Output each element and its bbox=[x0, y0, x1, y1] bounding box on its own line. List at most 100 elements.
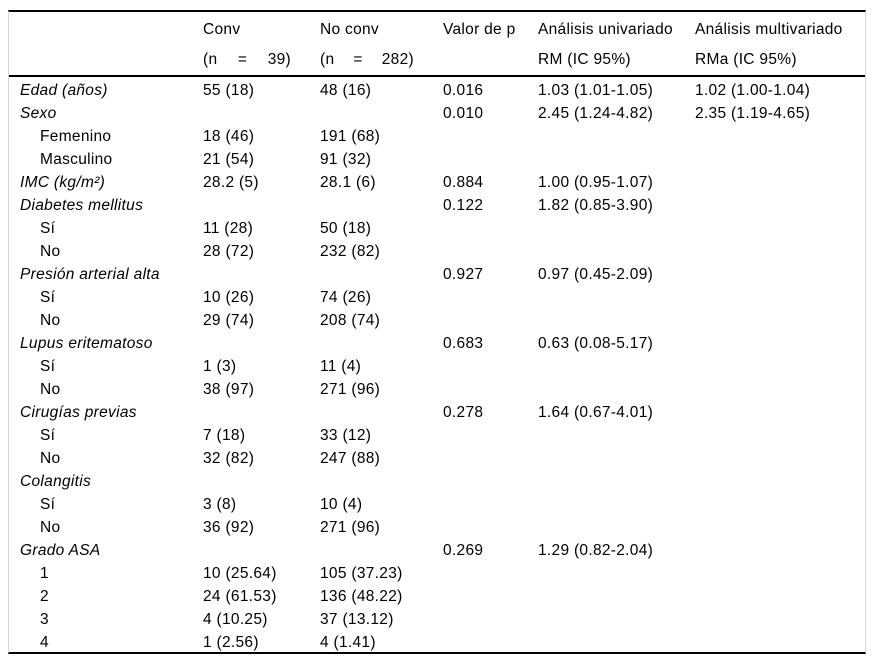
cell-noconv: 48 (16) bbox=[320, 82, 372, 99]
cell-label: No bbox=[40, 381, 61, 398]
table-row: No 38 (97) 271 (96) bbox=[9, 378, 865, 401]
cell-label: Masculino bbox=[40, 151, 113, 168]
table-row: 4 1 (2.56) 4 (1.41) bbox=[9, 631, 865, 654]
cell-rm: 1.64 (0.67-4.01) bbox=[538, 404, 654, 421]
cell-label: Presión arterial alta bbox=[20, 266, 160, 283]
cell-pvalue: 0.010 bbox=[443, 105, 484, 122]
cell-conv: 10 (26) bbox=[203, 289, 255, 306]
cell-rm: 1.82 (0.85-3.90) bbox=[538, 197, 654, 214]
cell-noconv: 105 (37.23) bbox=[320, 565, 403, 582]
cell-conv: 32 (82) bbox=[203, 450, 255, 467]
table-row: 3 4 (10.25) 37 (13.12) bbox=[9, 608, 865, 631]
cell-noconv: 208 (74) bbox=[320, 312, 381, 329]
cell-conv: 1 (3) bbox=[203, 358, 237, 375]
cell-label: Sí bbox=[40, 427, 56, 444]
col-header-pvalue: Valor de p bbox=[443, 21, 516, 38]
cell-label: 2 bbox=[40, 588, 49, 605]
cell-noconv: 4 (1.41) bbox=[320, 634, 376, 651]
cell-conv: 38 (97) bbox=[203, 381, 255, 398]
table-row: No 36 (92) 271 (96) bbox=[9, 516, 865, 539]
cell-label: 1 bbox=[40, 565, 49, 582]
table-row: Masculino 21 (54) 91 (32) bbox=[9, 148, 865, 171]
header-row-1: Conv No conv Valor de p Análisis univari… bbox=[9, 15, 865, 45]
cell-noconv: 74 (26) bbox=[320, 289, 372, 306]
table-body: Edad (años) 55 (18) 48 (16) 0.016 1.03 (1.01… bbox=[9, 77, 865, 654]
noconv-n-open: (n bbox=[320, 51, 335, 68]
table-row: No 29 (74) 208 (74) bbox=[9, 309, 865, 332]
table-row: 2 24 (61.53) 136 (48.22) bbox=[9, 585, 865, 608]
cell-rm: 0.97 (0.45-2.09) bbox=[538, 266, 654, 283]
cell-label: Lupus eritematoso bbox=[20, 335, 153, 352]
cell-label: Sí bbox=[40, 496, 56, 513]
cell-pvalue: 0.016 bbox=[443, 82, 484, 99]
table-row: Diabetes mellitus 0.122 1.82 (0.85-3.90) bbox=[9, 194, 865, 217]
cell-conv: 36 (92) bbox=[203, 519, 255, 536]
cell-rma: 1.02 (1.00-1.04) bbox=[695, 82, 811, 99]
col-header-univariate: Análisis univariado bbox=[538, 21, 673, 38]
cell-conv: 24 (61.53) bbox=[203, 588, 277, 605]
cell-noconv: 136 (48.22) bbox=[320, 588, 403, 605]
table-row: Edad (años) 55 (18) 48 (16) 0.016 1.03 (1.01… bbox=[9, 79, 865, 102]
col-header-multivariate: Análisis multivariado bbox=[695, 21, 843, 38]
table-row: Colangitis bbox=[9, 470, 865, 493]
table-row: IMC (kg/m²) 28.2 (5) 28.1 (6) 0.884 1.00 (0.… bbox=[9, 171, 865, 194]
cell-label: Sí bbox=[40, 358, 56, 375]
cell-rm: 0.63 (0.08-5.17) bbox=[538, 335, 654, 352]
cell-conv: 10 (25.64) bbox=[203, 565, 277, 582]
cell-label: Grado ASA bbox=[20, 542, 101, 559]
cell-label: Edad (años) bbox=[20, 82, 108, 99]
cell-label: Diabetes mellitus bbox=[20, 197, 144, 214]
col-header-conv: Conv bbox=[203, 21, 241, 38]
cell-pvalue: 0.927 bbox=[443, 266, 484, 283]
cell-noconv: 28.1 (6) bbox=[320, 174, 376, 191]
cell-conv: 4 (10.25) bbox=[203, 611, 268, 628]
col-subheader-rma: RMa (IC 95%) bbox=[695, 51, 797, 68]
cell-label: 4 bbox=[40, 634, 49, 651]
cell-conv: 28.2 (5) bbox=[203, 174, 259, 191]
cell-conv: 11 (28) bbox=[203, 220, 254, 237]
table-row: Sí 7 (18) 33 (12) bbox=[9, 424, 865, 447]
cell-pvalue: 0.884 bbox=[443, 174, 484, 191]
cell-pvalue: 0.122 bbox=[443, 197, 484, 214]
cell-conv: 29 (74) bbox=[203, 312, 255, 329]
table-row: Sí 10 (26) 74 (26) bbox=[9, 286, 865, 309]
cell-label: No bbox=[40, 243, 61, 260]
cell-label: No bbox=[40, 450, 61, 467]
table-row: Sí 3 (8) 10 (4) bbox=[9, 493, 865, 516]
cell-conv: 55 (18) bbox=[203, 82, 255, 99]
conv-n-open: (n bbox=[203, 51, 218, 68]
col-header-noconv: No conv bbox=[320, 21, 379, 38]
table-row: No 28 (72) 232 (82) bbox=[9, 240, 865, 263]
table-row: Presión arterial alta 0.927 0.97 (0.45-2.0… bbox=[9, 263, 865, 286]
table-row: Lupus eritematoso 0.683 0.63 (0.08-5.17) bbox=[9, 332, 865, 355]
cell-pvalue: 0.683 bbox=[443, 335, 484, 352]
cell-conv: 1 (2.56) bbox=[203, 634, 259, 651]
cell-pvalue: 0.269 bbox=[443, 542, 484, 559]
cell-rm: 1.03 (1.01-1.05) bbox=[538, 82, 654, 99]
col-subheader-conv-n: (n = 39) bbox=[203, 45, 320, 75]
cell-noconv: 247 (88) bbox=[320, 450, 381, 467]
table-row: Grado ASA 0.269 1.29 (0.82-2.04) bbox=[9, 539, 865, 562]
table-row: Sí 11 (28) 50 (18) bbox=[9, 217, 865, 240]
header-row-2: (n = 39) (n = 282) RM (IC 95%) RMa (IC 9… bbox=[9, 45, 865, 75]
cell-conv: 3 (8) bbox=[203, 496, 237, 513]
cell-label: Sexo bbox=[20, 105, 57, 122]
cell-noconv: 50 (18) bbox=[320, 220, 372, 237]
cell-noconv: 191 (68) bbox=[320, 128, 381, 145]
cell-label: Sí bbox=[40, 220, 56, 237]
cell-noconv: 11 (4) bbox=[320, 358, 362, 375]
cell-conv: 18 (46) bbox=[203, 128, 255, 145]
cell-rma: 2.35 (1.19-4.65) bbox=[695, 105, 811, 122]
table-row: 1 10 (25.64) 105 (37.23) bbox=[9, 562, 865, 585]
cell-rm: 2.45 (1.24-4.82) bbox=[538, 105, 654, 122]
statistics-table: Conv No conv Valor de p Análisis univari… bbox=[8, 10, 866, 654]
cell-rm: 1.00 (0.95-1.07) bbox=[538, 174, 654, 191]
table-row: No 32 (82) 247 (88) bbox=[9, 447, 865, 470]
cell-label: Sí bbox=[40, 289, 56, 306]
cell-noconv: 10 (4) bbox=[320, 496, 363, 513]
cell-noconv: 271 (96) bbox=[320, 381, 381, 398]
noconv-n-value: 282) bbox=[381, 51, 414, 68]
cell-noconv: 232 (82) bbox=[320, 243, 381, 260]
cell-label: No bbox=[40, 312, 61, 329]
